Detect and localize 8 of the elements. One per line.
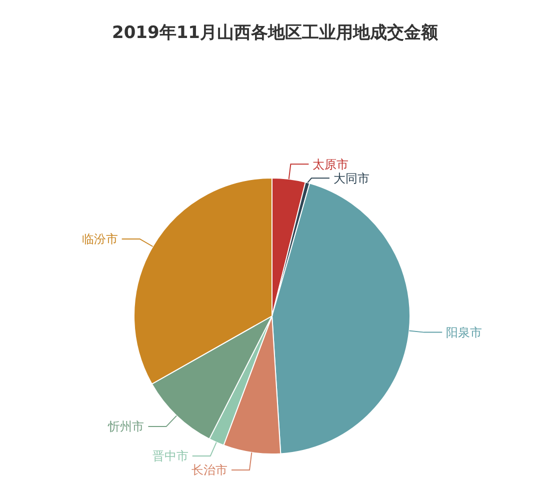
slice-label: 晋中市 xyxy=(152,449,188,464)
slice-label: 忻州市 xyxy=(107,420,144,434)
slice-label: 临汾市 xyxy=(82,232,118,246)
slice-label: 大同市 xyxy=(333,171,370,186)
slice-label: 阳泉市 xyxy=(446,326,482,340)
chart-title: 2019年11月山西各地区工业用地成交金额 xyxy=(112,23,439,43)
slice-label: 太原市 xyxy=(312,157,349,172)
slice-label: 长治市 xyxy=(191,463,228,478)
